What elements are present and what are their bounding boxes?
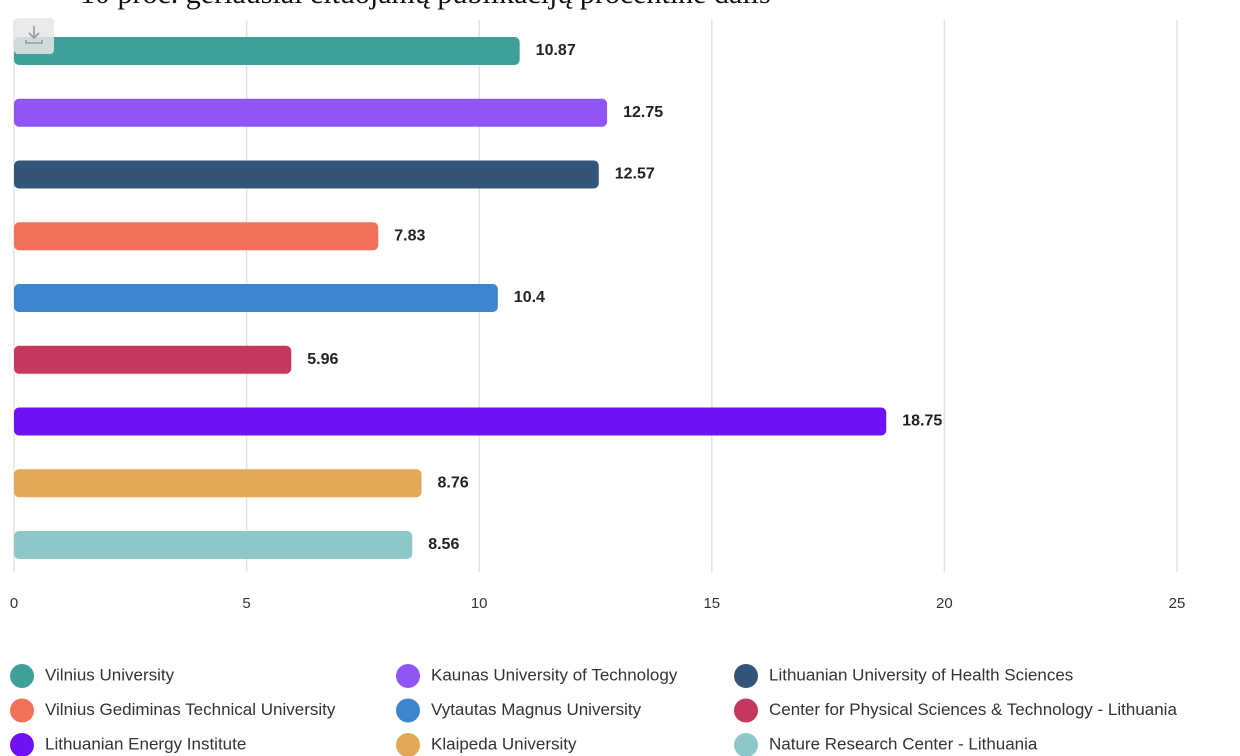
legend-label: Vytautas Magnus University	[431, 700, 642, 719]
legend-label: Center for Physical Sciences & Technolog…	[769, 700, 1177, 719]
data-label: 5.96	[307, 351, 338, 368]
legend-swatch	[396, 664, 420, 688]
x-tick-label: 15	[703, 595, 720, 612]
bar	[14, 284, 498, 312]
bar	[14, 222, 379, 251]
x-tick-label: 25	[1169, 595, 1186, 612]
legend-swatch	[734, 664, 758, 688]
legend-label: Vilnius Gediminas Technical University	[45, 700, 336, 719]
x-tick-label: 5	[242, 595, 250, 612]
bar	[14, 531, 413, 559]
bar	[14, 160, 599, 189]
legend-swatch	[734, 733, 758, 756]
x-tick-label: 10	[471, 595, 488, 612]
data-label: 10.4	[514, 289, 545, 306]
legend-label: Lithuanian University of Health Sciences	[769, 665, 1073, 684]
download-button[interactable]	[14, 18, 54, 54]
x-tick-label: 0	[10, 595, 18, 612]
bar	[14, 345, 292, 374]
chart-title: 10 proc. geriausiai cituojamų publikacij…	[80, 0, 771, 10]
data-label: 12.75	[623, 104, 663, 121]
legend-label: Kaunas University of Technology	[431, 665, 678, 684]
data-label: 7.83	[394, 227, 425, 244]
data-label: 12.57	[615, 166, 655, 183]
data-label: 10.87	[536, 42, 576, 59]
bar	[14, 407, 887, 436]
legend-label: Nature Research Center - Lithuania	[769, 734, 1038, 753]
legend-swatch	[396, 733, 420, 756]
legend-swatch	[734, 698, 758, 723]
legend-label: Vilnius University	[45, 665, 175, 684]
legend-swatch	[10, 664, 34, 688]
bar	[14, 469, 422, 498]
legend-swatch	[10, 698, 34, 723]
legend-label: Lithuanian Energy Institute	[45, 734, 246, 753]
data-label: 8.56	[428, 536, 459, 553]
data-label: 18.75	[902, 413, 942, 430]
x-tick-label: 20	[936, 595, 953, 612]
legend-swatch	[396, 698, 420, 723]
legend-label: Klaipeda University	[431, 734, 577, 753]
data-label: 8.76	[438, 474, 469, 491]
bar	[14, 98, 608, 127]
legend-swatch	[10, 733, 34, 756]
bar	[14, 37, 520, 65]
